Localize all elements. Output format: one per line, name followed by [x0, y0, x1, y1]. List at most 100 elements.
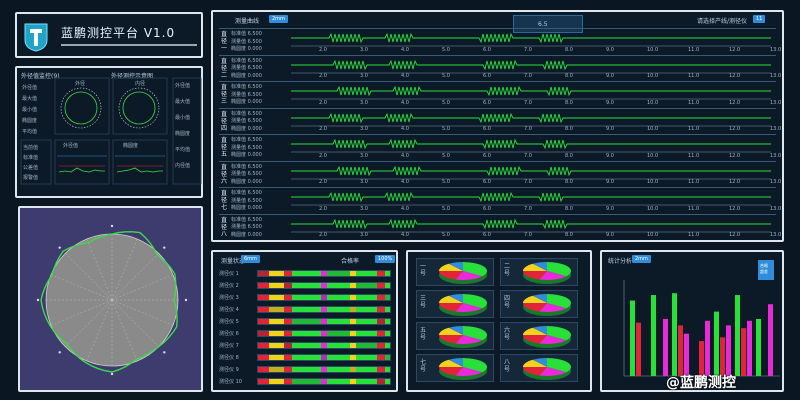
wave-x-tick: 3.0 [360, 126, 368, 132]
bar-row-segment [384, 271, 390, 276]
wave-x-tick: 6.0 [483, 126, 491, 132]
wave-x-tick: 12.0 [729, 205, 741, 212]
wave-x-tick: 2.0 [319, 152, 327, 159]
pie-card[interactable]: 五号 [416, 322, 494, 350]
bar-row-segment [376, 307, 385, 312]
bar-row-track[interactable] [257, 270, 391, 277]
polar-spoke [111, 299, 159, 347]
bar-row-segment [284, 331, 293, 336]
wave-row-plot [291, 59, 771, 73]
bar-row-label: 测径仪 10 [219, 379, 242, 385]
bar-row-segment [321, 283, 327, 288]
wave-x-tick: 5.0 [442, 205, 450, 212]
wave-x-tick: 12.0 [729, 99, 741, 106]
bar-row-segment [350, 295, 356, 300]
wave-row[interactable]: 直径四 标准值 6.500 测量值 6.500 椭圆度 0.000 2.0 3.0 4.0 5… [219, 107, 781, 134]
bar-row-track[interactable] [257, 342, 391, 349]
bar-row-segment [326, 379, 351, 384]
polar-tick-mark [58, 351, 61, 354]
bar-row-segment [326, 355, 351, 360]
bar-row-track[interactable] [257, 294, 391, 301]
wave-row[interactable]: 直径七 标准值 6.500 测量值 6.500 椭圆度 0.000 2.0 3.0 4.0 5… [219, 187, 781, 213]
wave-row-tag: 直径三 [221, 84, 228, 105]
pie-card[interactable]: 七号 [416, 354, 494, 382]
pie-slice [532, 326, 547, 335]
bar-row-segment [326, 271, 351, 276]
wave-x-tick: 3.0 [360, 73, 368, 79]
section-left-title: 外径值监控(9) [21, 73, 60, 80]
wave-row-readout: 标准值 6.500 [231, 110, 262, 117]
column-bar [630, 300, 635, 376]
wave-row-plot [291, 85, 771, 100]
bar-row-segment [292, 367, 322, 372]
ring-left-title: 外径 [75, 81, 86, 87]
column-bar [726, 325, 731, 376]
bar-row-track[interactable] [257, 378, 391, 385]
wave-row[interactable]: 直径二 标准值 6.500 测量值 6.500 椭圆度 0.000 2.0 3.0 4.0 5… [219, 54, 781, 81]
polar-spoke [50, 299, 113, 326]
bar-row-segment [292, 295, 322, 300]
wave-x-tick: 5.0 [442, 73, 450, 79]
wave-x-tick: 7.0 [524, 99, 532, 106]
bar-row-track[interactable] [257, 366, 391, 373]
app-title: 蓝鹏测控平台 V1.0 [61, 26, 176, 40]
bar-row-segment [268, 271, 285, 276]
bar-row-segment [355, 307, 377, 312]
bar-row-segment [284, 343, 293, 348]
pie-card-label: 三号 [420, 295, 427, 309]
bar-badge-left[interactable]: 6mm [241, 255, 260, 263]
pie-chart [523, 358, 572, 380]
small-chart-left-title: 外径值 [63, 143, 79, 149]
pie-card-label: 七号 [420, 359, 427, 373]
pie-card[interactable]: 二号 [500, 258, 578, 286]
bar-row-segment [268, 295, 285, 300]
bar-row-segment [284, 319, 293, 324]
bar-row-segment [268, 343, 285, 348]
chart-badge[interactable]: 2mm [632, 255, 651, 263]
pie-card[interactable]: 八号 [500, 354, 578, 382]
wave-row[interactable]: 直径三 标准值 6.500 测量值 6.500 椭圆度 0.000 2.0 3.0 4.0 5… [219, 81, 781, 107]
bar-row-track[interactable] [257, 330, 391, 337]
wave-unit-badge[interactable]: 2mm [269, 15, 288, 23]
bar-row-track[interactable] [257, 318, 391, 325]
wave-x-tick: 10.0 [647, 205, 659, 212]
pie-card[interactable]: 一号 [416, 258, 494, 286]
pie-slice [448, 358, 463, 367]
bar-row-segment [268, 367, 285, 372]
mini-bottom-label: 报警值 [23, 175, 39, 181]
bar-row-segment [321, 355, 327, 360]
pie-slice [439, 263, 463, 271]
bar-row-track[interactable] [257, 282, 391, 289]
wave-select-badge[interactable]: 11 [753, 15, 766, 23]
bar-badge-right[interactable]: 100% [375, 255, 396, 263]
wave-row[interactable]: 直径八 标准值 6.500 测量值 6.500 椭圆度 0.000 2.0 3.0 4.0 5… [219, 213, 781, 240]
wave-row-plot [291, 218, 771, 232]
bar-row-segment [384, 307, 390, 312]
bar-row-segment [355, 295, 377, 300]
pie-slice [539, 271, 567, 281]
wave-row-readout: 椭圆度 0.000 [231, 72, 262, 79]
wave-x-tick: 3.0 [360, 99, 368, 106]
column-bar [699, 341, 704, 376]
polar-spoke [111, 274, 174, 301]
wave-x-tick: 6.0 [483, 46, 491, 53]
bar-row-track[interactable] [257, 354, 391, 361]
bar-row-segment [355, 367, 377, 372]
wave-x-tick: 11.0 [688, 232, 700, 238]
wave-row-tag: 直径五 [221, 137, 228, 158]
chart-legend-box: 合格 超差 [758, 260, 774, 280]
wave-row[interactable]: 直径五 标准值 6.500 测量值 6.500 椭圆度 0.000 2.0 3.0 4.0 5… [219, 134, 781, 160]
wave-x-tick: 5.0 [442, 126, 450, 132]
mini-left-label: 最小值 [22, 107, 38, 113]
pie-card[interactable]: 三号 [416, 290, 494, 318]
polar-spoke [65, 253, 113, 301]
pie-slice [455, 367, 483, 377]
mini-right-label: 外径值 [175, 83, 191, 89]
bar-row-track[interactable] [257, 306, 391, 313]
pie-card[interactable]: 六号 [500, 322, 578, 350]
pie-card[interactable]: 四号 [500, 290, 578, 318]
wave-row[interactable]: 直径一 标准值 6.500 测量值 6.500 椭圆度 0.000 2.0 3.0 4.0 5… [219, 28, 781, 54]
bar-row-segment [376, 271, 385, 276]
wave-row[interactable]: 直径六 标准值 6.500 测量值 6.500 椭圆度 0.000 2.0 3.0 4.0 5… [219, 160, 781, 187]
wave-x-tick: 7.0 [524, 179, 532, 185]
